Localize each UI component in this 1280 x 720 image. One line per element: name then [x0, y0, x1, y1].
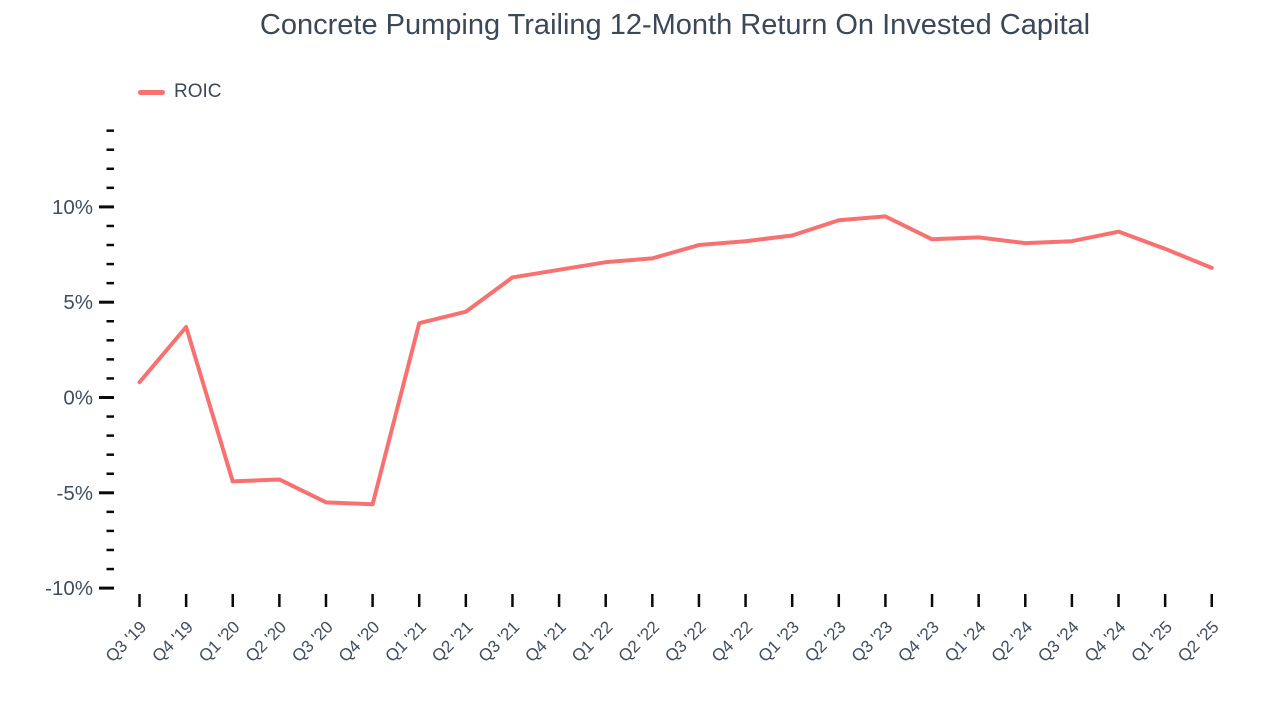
chart-title: Concrete Pumping Trailing 12-Month Retur… [259, 9, 1091, 41]
roic-series-line [137, 214, 1214, 507]
legend-label: ROIC [174, 81, 222, 102]
x-axis-tick-label: Q1 '21 [382, 617, 430, 665]
x-axis-tick-label: Q2 '22 [615, 617, 663, 665]
x-axis-tick-label: Q4 '22 [708, 617, 756, 665]
x-axis-tick-label: Q3 '21 [475, 617, 523, 665]
x-axis-tick-label: Q4 '21 [521, 617, 569, 665]
x-axis-tick-label: Q2 '20 [242, 617, 290, 665]
x-axis-tick-label: Q4 '20 [335, 617, 383, 665]
x-axis-tick-label: Q1 '23 [755, 617, 803, 665]
y-axis-tick-label: 0% [63, 387, 93, 410]
x-axis-tick-label: Q3 '20 [288, 617, 336, 665]
x-axis-tick-label: Q4 '24 [1081, 617, 1129, 665]
x-axis-tick-label: Q4 '23 [894, 617, 942, 665]
x-axis-tick-label: Q2 '21 [428, 617, 476, 665]
x-axis-tick-label: Q2 '23 [801, 617, 849, 665]
x-axis-tick-label: Q1 '24 [941, 617, 989, 665]
x-axis-tick-label: Q3 '19 [102, 617, 150, 665]
y-axis-tick-label: -5% [57, 482, 93, 505]
legend[interactable]: ROIC [138, 81, 222, 102]
x-axis-tick-label: Q3 '24 [1034, 617, 1082, 665]
x-axis-tick-label: Q1 '22 [568, 617, 616, 665]
x-axis-tick-label: Q1 '20 [195, 617, 243, 665]
y-axis-tick-label: -10% [45, 577, 93, 600]
y-axis-tick-label: 10% [52, 196, 93, 219]
x-axis-tick-label: Q3 '22 [661, 617, 709, 665]
legend-line-swatch [138, 89, 165, 95]
x-axis-tick-label: Q4 '19 [148, 617, 196, 665]
x-axis-tick-label: Q3 '23 [848, 617, 896, 665]
x-axis-tick-label: Q2 '25 [1174, 617, 1222, 665]
x-axis-tick-label: Q2 '24 [988, 617, 1036, 665]
y-axis-tick-label: 5% [63, 291, 93, 314]
x-axis-tick-label: Q1 '25 [1127, 617, 1175, 665]
